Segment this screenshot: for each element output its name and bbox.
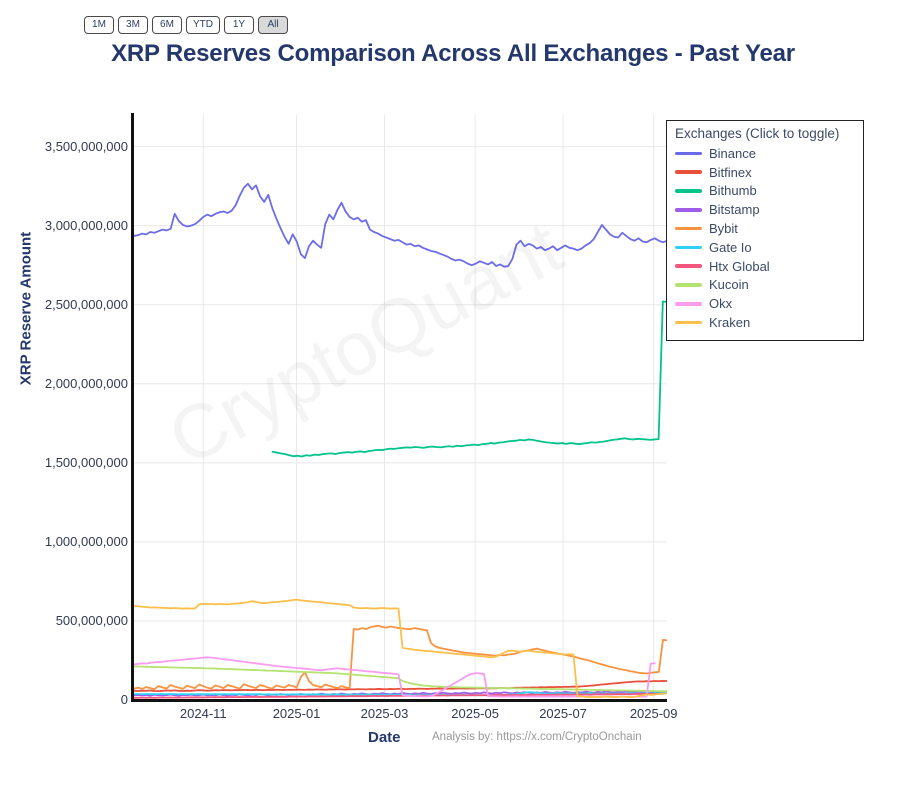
- y-axis-spine: [131, 113, 134, 702]
- range-button-1y[interactable]: 1Y: [224, 16, 254, 34]
- y-axis-ticks: 0 500,000,000 1,000,000,000 1,500,000,000 2,…: [0, 115, 128, 707]
- legend-item-bitstamp[interactable]: Bitstamp: [675, 200, 855, 219]
- series-line-binance: [134, 136, 667, 268]
- range-button-6m[interactable]: 6M: [152, 16, 182, 34]
- legend-item-label: Bybit: [709, 221, 738, 237]
- legend-item-label: Gate Io: [709, 239, 752, 255]
- legend-item-bybit[interactable]: Bybit: [675, 219, 855, 238]
- series-line-kraken: [134, 598, 667, 699]
- y-tick-label: 3,000,000,000: [44, 217, 128, 233]
- legend-items[interactable]: Binance Bitfinex Bithumb Bitstamp Bybit Gate …: [675, 144, 855, 332]
- legend-item-binance[interactable]: Binance: [675, 144, 855, 163]
- legend-item-label: Kucoin: [709, 277, 749, 293]
- page-title: XRP Reserves Comparison Across All Excha…: [111, 40, 795, 67]
- y-tick-label: 0: [120, 692, 128, 707]
- legend-color-swatch: [675, 226, 702, 231]
- series-line-htx-global: [134, 692, 664, 699]
- series-line-kucoin: [134, 665, 667, 693]
- legend-item-gate-io[interactable]: Gate Io: [675, 238, 855, 257]
- x-tick-label: 2025-09: [629, 706, 678, 721]
- x-tick-label: 2024-11: [179, 706, 227, 721]
- range-button-ytd[interactable]: YTD: [186, 16, 220, 34]
- legend-item-bitfinex[interactable]: Bitfinex: [675, 163, 855, 182]
- legend-item-kucoin[interactable]: Kucoin: [675, 276, 855, 295]
- x-axis-label: Date: [368, 729, 401, 746]
- legend-item-okx[interactable]: Okx: [675, 294, 855, 313]
- range-selector[interactable]: 1M 3M 6M YTD 1Y All: [84, 16, 288, 34]
- legend-item-label: Binance: [709, 145, 756, 161]
- legend-item-label: Okx: [709, 296, 733, 312]
- legend-title: Exchanges (Click to toggle): [675, 126, 840, 141]
- y-tick-label: 2,500,000,000: [44, 296, 128, 312]
- legend-color-swatch: [675, 320, 702, 325]
- y-axis-label: XRP Reserve Amount: [17, 231, 35, 386]
- x-tick-label: 2025-07: [539, 706, 587, 721]
- x-axis-spine: [131, 699, 667, 702]
- legend-color-swatch: [675, 170, 702, 174]
- y-tick-label: 3,500,000,000: [44, 138, 128, 154]
- legend-color-swatch: [675, 301, 702, 306]
- legend-item-bithumb[interactable]: Bithumb: [675, 182, 855, 201]
- y-tick-label: 1,500,000,000: [44, 454, 128, 470]
- y-tick-label: 1,000,000,000: [44, 533, 128, 549]
- range-button-1m[interactable]: 1M: [84, 16, 114, 34]
- chart-legend[interactable]: Exchanges (Click to toggle) Binance Bitfi…: [666, 120, 864, 341]
- y-tick-label: 500,000,000: [55, 612, 128, 628]
- legend-item-label: Kraken: [709, 315, 751, 331]
- chart-svg: [134, 115, 667, 700]
- legend-item-kraken[interactable]: Kraken: [675, 313, 855, 332]
- x-tick-label: 2025-03: [360, 706, 409, 721]
- series-line-okx: [134, 656, 656, 698]
- legend-item-label: Htx Global: [709, 258, 770, 274]
- range-button-3m[interactable]: 3M: [118, 16, 148, 34]
- y-tick-label: 2,000,000,000: [44, 375, 128, 391]
- legend-color-swatch: [675, 207, 702, 212]
- series-line-bithumb: [271, 300, 667, 458]
- range-button-all[interactable]: All: [258, 16, 288, 34]
- x-tick-label: 2025-05: [451, 706, 499, 721]
- legend-item-label: Bithumb: [709, 183, 757, 199]
- legend-item-label: Bitfinex: [709, 164, 752, 180]
- legend-item-label: Bitstamp: [709, 202, 760, 218]
- legend-color-swatch: [675, 264, 702, 268]
- legend-color-swatch: [675, 151, 702, 156]
- legend-color-swatch: [675, 245, 702, 250]
- x-tick-label: 2025-01: [272, 706, 321, 721]
- attribution-text: Analysis by: https://x.com/CryptoOnchain: [432, 731, 642, 743]
- series-line-gate-io: [134, 691, 667, 697]
- legend-color-swatch: [675, 189, 702, 193]
- legend-item-htx-global[interactable]: Htx Global: [675, 257, 855, 276]
- chart-plot-area: [134, 115, 667, 700]
- legend-color-swatch: [675, 283, 702, 287]
